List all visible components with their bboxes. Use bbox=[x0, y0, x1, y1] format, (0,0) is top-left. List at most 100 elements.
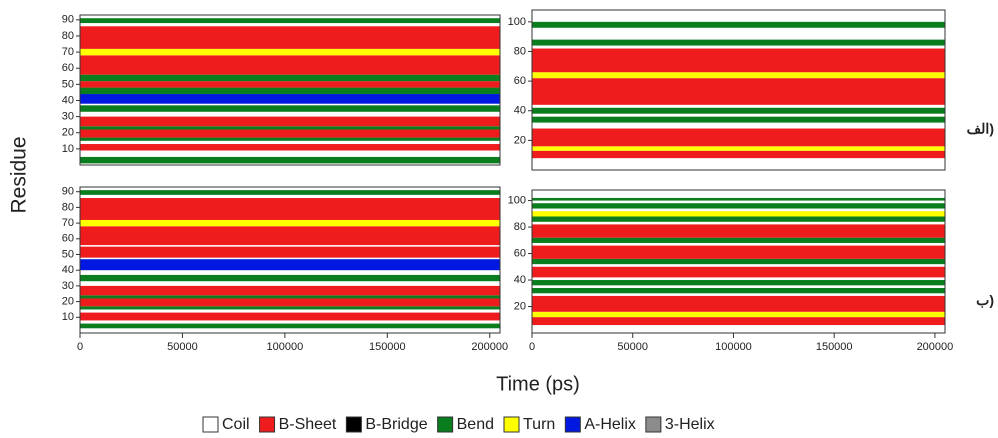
structure-band bbox=[80, 18, 500, 24]
panel-label: الف) bbox=[967, 121, 994, 137]
y-tick-label: 100 bbox=[508, 194, 526, 206]
structure-band bbox=[80, 105, 500, 112]
legend-swatch bbox=[503, 416, 520, 433]
y-tick-label: 90 bbox=[62, 14, 74, 26]
structure-band bbox=[80, 87, 500, 95]
structure-band bbox=[532, 203, 945, 209]
structure-band bbox=[80, 126, 500, 130]
structure-band bbox=[532, 21, 945, 28]
structure-band bbox=[532, 128, 945, 147]
structure-band bbox=[532, 72, 945, 79]
structure-band bbox=[532, 197, 945, 201]
structure-band bbox=[80, 295, 500, 299]
structure-band bbox=[80, 74, 500, 82]
y-tick-label: 50 bbox=[62, 78, 74, 90]
legend-swatch bbox=[645, 416, 662, 433]
structure-band bbox=[80, 298, 500, 307]
y-tick-label: 70 bbox=[62, 46, 74, 58]
x-tick-label: 100000 bbox=[715, 341, 752, 353]
y-tick-label: 80 bbox=[514, 221, 526, 233]
x-tick-label: 200000 bbox=[917, 341, 954, 353]
y-tick-label: 50 bbox=[62, 248, 74, 260]
structure-band bbox=[532, 150, 945, 159]
legend-label: Coil bbox=[222, 416, 250, 433]
y-tick-label: 40 bbox=[62, 264, 74, 276]
y-tick-label: 80 bbox=[62, 201, 74, 213]
structure-band bbox=[532, 107, 945, 114]
structure-band bbox=[532, 211, 945, 217]
x-tick-label: 150000 bbox=[369, 341, 406, 353]
structure-band bbox=[80, 246, 500, 258]
x-tick-label: 200000 bbox=[471, 341, 508, 353]
y-tick-label: 90 bbox=[62, 186, 74, 198]
y-tick-label: 60 bbox=[514, 75, 526, 87]
structure-band bbox=[532, 295, 945, 312]
structure-band bbox=[80, 306, 500, 310]
y-tick-label: 70 bbox=[62, 217, 74, 229]
legend-label: B-Bridge bbox=[365, 416, 427, 433]
structure-band bbox=[80, 190, 500, 195]
y-tick-label: 40 bbox=[514, 105, 526, 117]
y-tick-label: 80 bbox=[514, 45, 526, 57]
legend-swatch bbox=[345, 416, 362, 433]
legend-swatch bbox=[437, 416, 454, 433]
structure-band bbox=[80, 55, 500, 75]
legend-label: B-Sheet bbox=[279, 416, 337, 433]
panel-label: ب) bbox=[976, 292, 994, 308]
structure-band bbox=[532, 280, 945, 286]
structure-band bbox=[80, 144, 500, 151]
structure-band bbox=[532, 311, 945, 318]
structure-band bbox=[532, 245, 945, 259]
legend-label: Turn bbox=[523, 416, 555, 433]
legend-swatch bbox=[259, 416, 276, 433]
structure-band bbox=[532, 224, 945, 238]
y-tick-label: 40 bbox=[514, 274, 526, 286]
y-tick-label: 20 bbox=[62, 296, 74, 308]
panel-frame bbox=[79, 14, 501, 166]
structure-band bbox=[80, 129, 500, 138]
structure-band bbox=[80, 156, 500, 164]
structure-band bbox=[80, 323, 500, 329]
y-axis-label: Residue bbox=[8, 136, 31, 213]
x-tick-label: 0 bbox=[77, 341, 83, 353]
structure-band bbox=[80, 137, 500, 141]
y-tick-label: 100 bbox=[508, 16, 526, 28]
structure-band bbox=[80, 48, 500, 56]
x-tick-label: 100000 bbox=[267, 341, 304, 353]
structure-band bbox=[80, 26, 500, 49]
legend-swatch bbox=[564, 416, 581, 433]
y-tick-label: 80 bbox=[62, 30, 74, 42]
structure-band bbox=[532, 116, 945, 123]
structure-band bbox=[80, 116, 500, 127]
x-axis-label: Time (ps) bbox=[496, 373, 580, 395]
y-tick-label: 10 bbox=[62, 311, 74, 323]
panel-frame bbox=[531, 9, 946, 171]
y-tick-label: 20 bbox=[514, 300, 526, 312]
legend-label: A-Helix bbox=[584, 416, 636, 433]
panel-frame bbox=[79, 186, 501, 334]
y-tick-label: 60 bbox=[62, 62, 74, 74]
structure-band bbox=[532, 237, 945, 243]
x-tick-label: 50000 bbox=[617, 341, 648, 353]
structure-band bbox=[80, 81, 500, 88]
structure-band bbox=[532, 216, 945, 222]
structure-band bbox=[80, 285, 500, 296]
structure-band bbox=[532, 78, 945, 105]
legend-label: Bend bbox=[457, 416, 494, 433]
structure-band bbox=[532, 317, 945, 326]
panel-frame bbox=[531, 189, 946, 334]
structure-band bbox=[532, 258, 945, 265]
structure-band bbox=[80, 197, 500, 220]
x-tick-label: 0 bbox=[529, 341, 535, 353]
structure-band bbox=[80, 274, 500, 282]
y-tick-label: 10 bbox=[62, 143, 74, 155]
structure-band bbox=[80, 259, 500, 271]
y-tick-label: 30 bbox=[62, 111, 74, 123]
structure-band bbox=[532, 266, 945, 278]
structure-band bbox=[532, 146, 945, 151]
y-tick-label: 20 bbox=[62, 127, 74, 139]
x-tick-label: 50000 bbox=[167, 341, 198, 353]
y-tick-label: 30 bbox=[62, 280, 74, 292]
y-tick-label: 60 bbox=[514, 247, 526, 259]
